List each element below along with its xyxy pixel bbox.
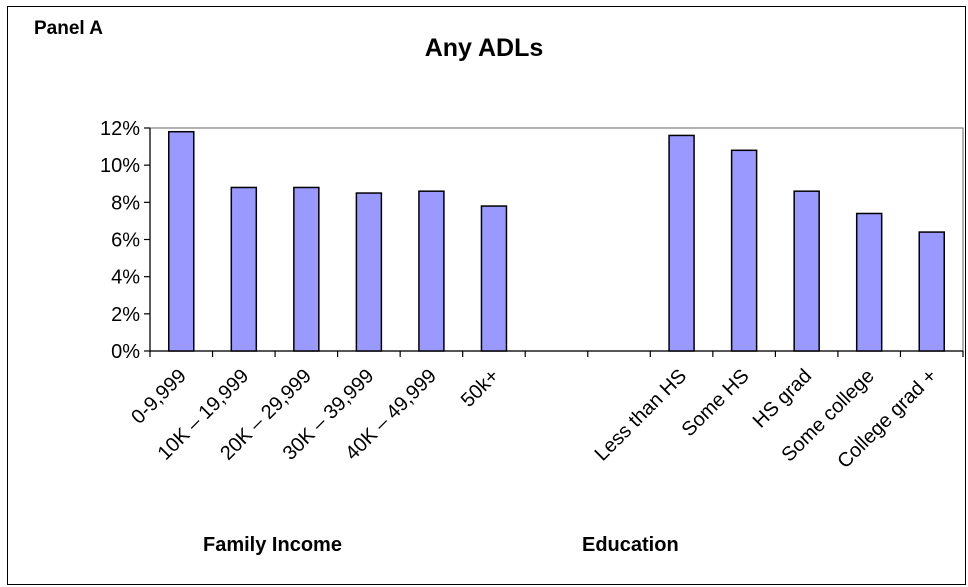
- bar: [918, 231, 945, 352]
- bar: [668, 134, 695, 352]
- bar: [855, 212, 883, 352]
- y-tick-label: 4%: [111, 267, 140, 289]
- bar: [293, 186, 320, 352]
- group-label-family-income: Family Income: [203, 534, 342, 556]
- y-tick-label: 10%: [100, 155, 140, 177]
- bar: [168, 130, 195, 352]
- x-tick-label: 50k+: [457, 365, 504, 412]
- chart-title: Any ADLs: [424, 34, 544, 62]
- bar: [418, 190, 445, 352]
- panel-label: Panel A: [34, 18, 103, 39]
- y-tick-label: 8%: [111, 192, 140, 214]
- y-tick-label: 12%: [100, 118, 140, 140]
- y-tick-label: 2%: [111, 304, 140, 326]
- x-tick-label: 0-9,999: [127, 365, 191, 429]
- bar: [230, 186, 258, 352]
- y-tick-label: 0%: [111, 341, 140, 363]
- x-tick-label: Less than HS: [591, 365, 691, 465]
- bar: [730, 149, 758, 352]
- y-tick-label: 6%: [111, 230, 140, 252]
- group-label-education: Education: [582, 534, 679, 556]
- bar: [793, 190, 820, 352]
- bar: [480, 205, 508, 352]
- plot-border: [149, 127, 964, 352]
- bar: [355, 192, 383, 352]
- x-tick-label: Some HS: [678, 365, 754, 441]
